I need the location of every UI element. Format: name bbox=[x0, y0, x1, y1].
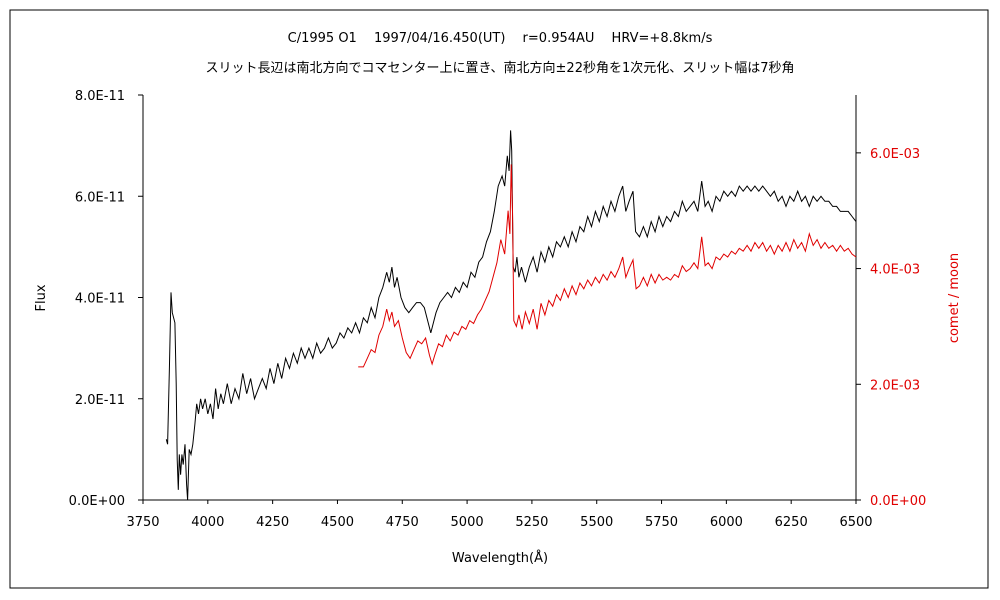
y-left-tick-label: 2.0E-11 bbox=[75, 393, 125, 408]
x-tick-label: 5750 bbox=[645, 515, 678, 530]
series-line-flux bbox=[165, 130, 857, 501]
x-tick-label: 4250 bbox=[256, 515, 289, 530]
y-left-tick-label: 6.0E-11 bbox=[75, 190, 125, 205]
y-right-tick-label: 4.0E-03 bbox=[870, 263, 920, 278]
x-tick-label: 5500 bbox=[580, 515, 613, 530]
x-tick-label: 6000 bbox=[710, 515, 743, 530]
chart-title: C/1995 O1 1997/04/16.450(UT) r=0.954AU H… bbox=[288, 31, 713, 46]
y-right-tick-label: 2.0E-03 bbox=[870, 378, 920, 393]
tick-labels: 3750 4000 4250 4500 4750 5000 5250 5500 5750 6000… bbox=[69, 89, 927, 530]
y-left-tick-label: 8.0E-11 bbox=[75, 89, 125, 104]
x-axis-label: Wavelength(Å) bbox=[452, 550, 548, 566]
y-left-tick-label: 4.0E-11 bbox=[75, 292, 125, 307]
y-right-tick-label: 6.0E-03 bbox=[870, 147, 920, 162]
x-tick-label: 4750 bbox=[386, 515, 419, 530]
axis-ticks bbox=[138, 94, 861, 504]
x-tick-label: 5000 bbox=[451, 515, 484, 530]
x-tick-label: 4000 bbox=[191, 515, 224, 530]
x-tick-label: 4500 bbox=[321, 515, 354, 530]
y-axis-label-right: comet / moon bbox=[947, 253, 962, 343]
y-right-tick-label: 0.0E+00 bbox=[870, 494, 926, 509]
y-left-tick-label: 0.0E+00 bbox=[69, 494, 125, 509]
series-layer bbox=[165, 130, 857, 501]
x-tick-label: 6250 bbox=[775, 515, 808, 530]
x-tick-label: 3750 bbox=[126, 515, 159, 530]
y-axis-label-left: Flux bbox=[34, 284, 49, 311]
x-tick-label: 6500 bbox=[839, 515, 872, 530]
chart-subtitle: スリット長辺は南北方向でコマセンター上に置き、南北方向±22秒角を1次元化、スリ… bbox=[205, 60, 794, 76]
x-tick-label: 5250 bbox=[515, 515, 548, 530]
series-line-comet-moon bbox=[358, 164, 857, 368]
chart-frame bbox=[9, 9, 989, 589]
